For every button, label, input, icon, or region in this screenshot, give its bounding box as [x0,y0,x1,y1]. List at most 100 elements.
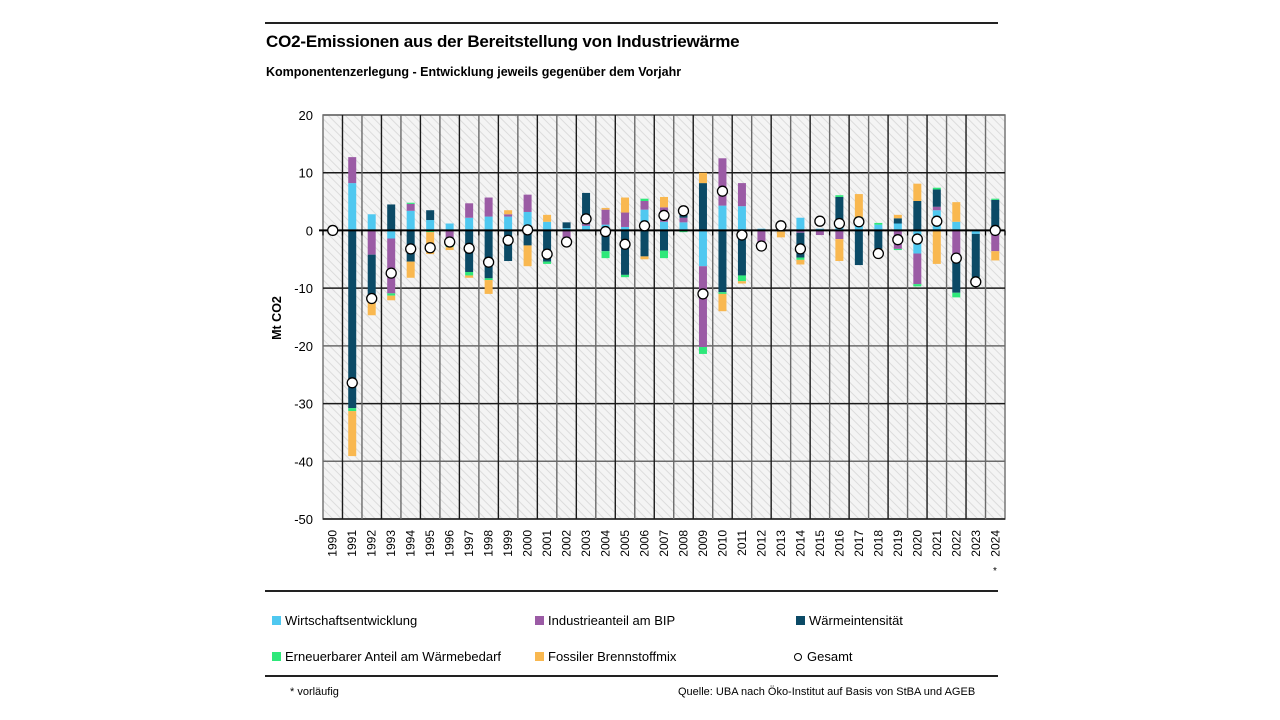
bar-wirtschaft-2018 [874,224,883,231]
total-marker-1996 [444,236,456,248]
bar-fossil-1993 [387,295,396,301]
bar-fossil-2004 [601,207,610,210]
bar-industrie-2010 [718,158,727,206]
bar-industrie-2012 [757,230,766,242]
bar-industrie-1991 [348,157,357,184]
bar-wirtschaft-1997 [465,217,474,231]
bar-erneuerbar-1997 [465,271,474,276]
bar-fossil-2021 [932,230,941,264]
total-marker-2019 [892,234,904,246]
bar-erneuerbar-2022 [952,292,961,298]
total-markers [327,185,1001,389]
total-marker-2024 [989,224,1001,237]
x-tick-label-1990: 1990 [326,530,340,557]
bar-erneuerbar-2005 [621,274,630,278]
legend-item-fossil: Fossiler Brennstoffmix [535,649,676,664]
bar-fossil-2010 [718,293,727,312]
bar-waerme-2004 [601,230,610,252]
bar-industrie-2006 [640,200,649,210]
x-tick-label-1996: 1996 [443,530,457,557]
bar-fossil-1999 [504,210,513,215]
legend-item-industrie: Industrieanteil am BIP [535,613,675,628]
bar-wirtschaft-2000 [523,211,532,231]
bar-fossil-2001 [543,214,552,222]
legend-label: Wirtschaftsentwicklung [285,613,418,628]
legend-item-gesamt: Gesamt [794,649,853,664]
x-tick-label-2001: 2001 [540,530,554,557]
x-tick-label-1993: 1993 [384,530,398,557]
bar-waerme-2005 [621,230,630,275]
total-marker-2017 [853,216,865,228]
y-tick-label: -50 [294,512,313,527]
bar-wirtschaft-2010 [718,205,727,231]
bar-erneuerbar-1994 [406,202,415,204]
bar-erneuerbar-2018 [874,222,883,225]
y-tick-label: -30 [294,397,313,412]
bar-industrie-1996 [445,230,454,238]
bar-industrie-2002 [562,230,571,241]
bar-waerme-2022 [952,256,961,293]
bar-industrie-2000 [523,194,532,212]
bar-wirtschaft-1994 [406,210,415,231]
x-tick-label-2011: 2011 [735,530,749,556]
bar-fossil-2019 [893,214,902,219]
bar-industrie-1998 [484,197,493,217]
y-tick-label: 20 [299,108,313,123]
bar-industrie-1992 [367,230,376,255]
total-marker-2008 [677,205,690,217]
bar-fossil-2000 [523,245,532,267]
total-marker-2003 [580,213,592,225]
plot-background [322,114,1006,520]
source-note: Quelle: UBA nach Öko-Institut auf Basis … [678,686,976,698]
legend-label: Fossiler Brennstoffmix [548,649,677,664]
x-tick-label-2012: 2012 [754,530,768,557]
x-tick-label-1997: 1997 [462,530,476,557]
total-marker-2010 [716,185,729,197]
bar-wirtschaft-2008 [679,222,688,231]
bar-erneuerbar-2011 [737,275,746,282]
x-tick-label-1999: 1999 [501,530,515,557]
y-tick-label: -40 [294,454,313,469]
bar-waerme-1995 [426,210,435,221]
bar-waerme-2010 [718,230,727,293]
bar-erneuerbar-2021 [932,187,941,190]
bar-industrie-2011 [737,183,746,207]
bar-fossil-2016 [835,239,844,262]
bar-wirtschaft-2005 [621,226,630,231]
total-marker-2006 [638,220,651,232]
x-tick-label-2014: 2014 [793,530,807,557]
bar-waerme-2001 [543,230,552,262]
bar-industrie-2015 [815,230,824,236]
bar-waerme-2007 [660,230,668,251]
total-marker-2004 [599,225,612,238]
bar-fossil-2024 [991,251,1000,261]
legend-swatch-erneuerbar [272,652,281,661]
grid-lines [323,114,1005,520]
legend-circle-icon [794,652,802,661]
zero-axis [319,229,1006,236]
bar-industrie-2005 [621,212,630,227]
x-tick-label-1998: 1998 [482,530,496,557]
total-marker-2016 [833,217,846,230]
y-tick-label: 10 [299,166,313,181]
legend-label: Wärmeintensität [809,613,903,628]
bar-industrie-1999 [504,214,513,217]
footnote: * vorläufig [290,686,339,698]
total-marker-2020 [911,233,923,245]
y-tick-label: -20 [294,339,313,354]
bar-erneuerbar-2009 [698,347,707,354]
bar-wirtschaft-2003 [582,225,591,231]
bar-wirtschaft-2014 [796,217,805,231]
x-tick-label-2024: 2024 [988,530,1002,557]
bar-fossil-2009 [698,172,707,184]
y-axis-label: Mt CO2 [270,296,284,340]
bar-waerme-1991 [348,230,357,409]
bar-erneuerbar-2006 [640,198,649,201]
bar-waerme-2021 [932,189,941,207]
x-tick-label-1995: 1995 [423,530,437,557]
x-tick-label-2003: 2003 [579,530,593,557]
bar-wirtschaft-2023 [971,230,980,234]
legend-swatch-waerme [796,616,805,625]
total-marker-2018 [872,247,884,260]
bar-waerme-2011 [737,230,746,276]
